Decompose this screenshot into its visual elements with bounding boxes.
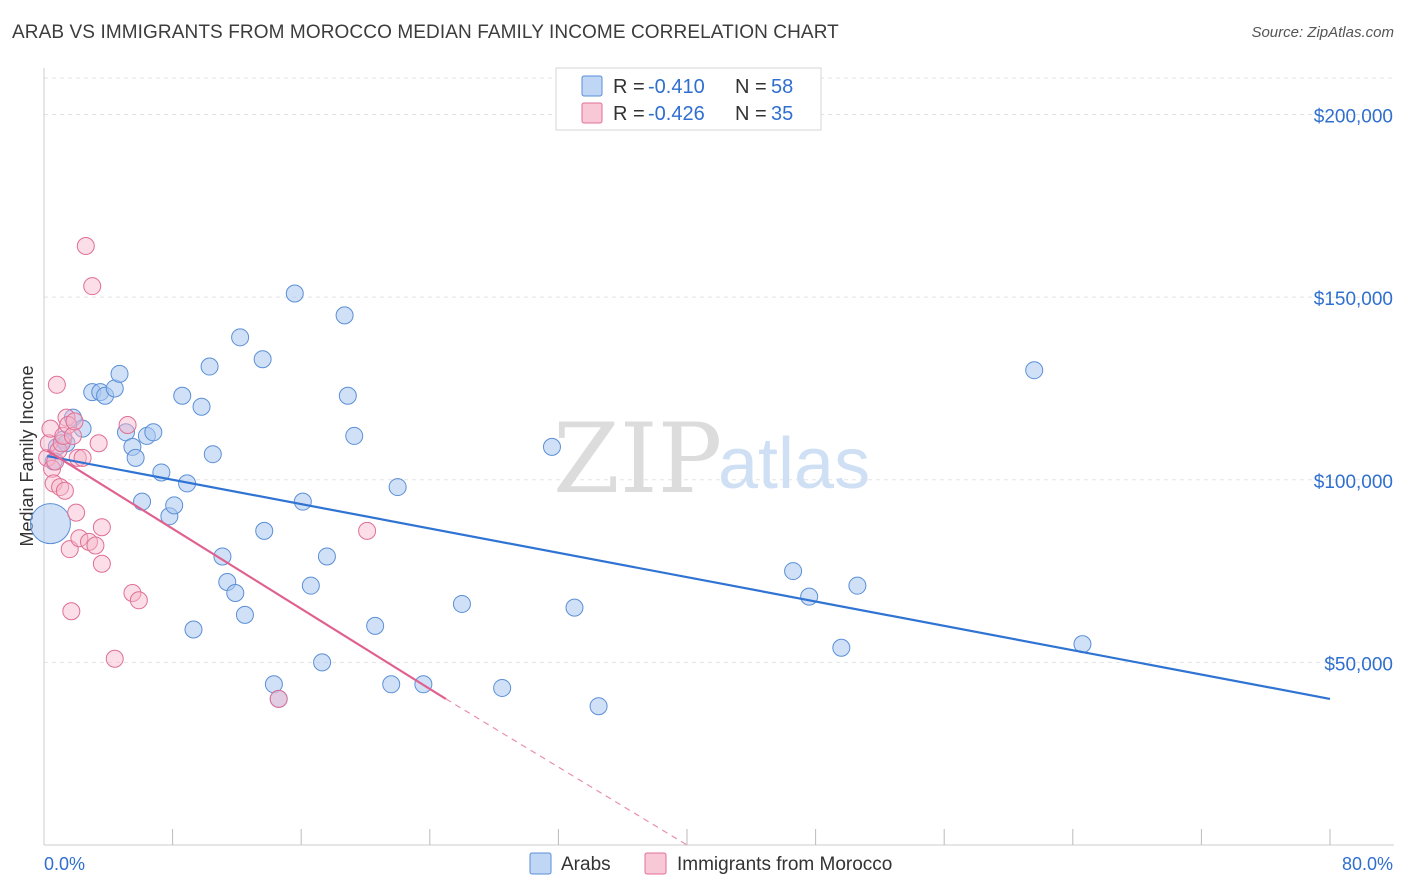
arab-point-24 xyxy=(192,397,211,416)
arab-point-11 xyxy=(110,364,129,383)
legend-r-label-morocco: R = xyxy=(613,103,645,125)
morocco-point-28 xyxy=(92,518,111,537)
arab-point-56 xyxy=(848,576,867,595)
morocco-point-6 xyxy=(47,375,66,394)
morocco-point-33 xyxy=(269,689,288,708)
arab-point-36 xyxy=(285,284,304,303)
morocco-point-18 xyxy=(67,503,86,522)
legend-n-label-arabs: N = xyxy=(735,76,767,98)
y-tick-label-3: $200,000 xyxy=(1314,107,1393,128)
chart-title: ARAB VS IMMIGRANTS FROM MOROCCO MEDIAN F… xyxy=(12,22,839,43)
arab-point-49 xyxy=(493,678,512,697)
arab-point-39 xyxy=(313,653,332,672)
legend-r-label-arabs: R = xyxy=(613,76,645,98)
morocco-point-15 xyxy=(62,602,81,621)
arab-point-51 xyxy=(565,598,584,617)
bottom-legend-swatch-morocco xyxy=(644,852,667,875)
arab-point-48 xyxy=(452,594,471,613)
bottom-legend-label-morocco: Immigrants from Morocco xyxy=(677,854,892,875)
morocco-point-31 xyxy=(123,583,142,602)
x-axis-tick-labels: 0.0% 80.0% xyxy=(44,854,1393,874)
morocco-point-20 xyxy=(70,529,89,548)
y-axis-label: Median Family Income xyxy=(17,365,37,546)
arab-point-54 xyxy=(800,587,819,606)
arab-point-50 xyxy=(542,437,561,456)
arab-point-27 xyxy=(213,547,232,566)
arab-point-37 xyxy=(293,492,312,511)
watermark: ZIP atlas xyxy=(553,403,870,515)
arab-point-40 xyxy=(317,547,336,566)
y-tick-label-2: $150,000 xyxy=(1314,289,1393,310)
arab-point-33 xyxy=(255,521,274,540)
bottom-legend-swatch-arabs xyxy=(529,852,552,875)
arab-point-41 xyxy=(335,306,354,325)
chart-source: Source: ZipAtlas.com xyxy=(1251,24,1394,41)
arab-point-30 xyxy=(231,328,250,347)
arab-point-32 xyxy=(253,350,272,369)
arab-point-20 xyxy=(165,496,184,515)
morocco-point-29 xyxy=(105,649,124,668)
arab-point-15 xyxy=(133,492,152,511)
arab-point-25 xyxy=(200,357,219,376)
legend: R = -0.410 N = 58 R = -0.426 N = 35 xyxy=(555,67,822,131)
arab-point-26 xyxy=(203,445,222,464)
y-tick-label-1: $100,000 xyxy=(1314,472,1393,493)
arab-point-14 xyxy=(126,448,145,467)
bottom-legend-label-arabs: Arabs xyxy=(561,854,611,875)
trend-line-arabs xyxy=(47,454,1331,700)
bottom-legend: Arabs Immigrants from Morocco xyxy=(529,852,892,875)
morocco-point-30 xyxy=(118,415,137,434)
arab-point-44 xyxy=(366,616,385,635)
legend-r-value-morocco: -0.426 xyxy=(648,103,705,125)
arab-point-38 xyxy=(301,576,320,595)
arab-point-55 xyxy=(832,638,851,657)
arab-point-23 xyxy=(184,620,203,639)
watermark-zip: ZIP xyxy=(553,403,722,515)
watermark-atlas: atlas xyxy=(718,424,870,504)
morocco-point-10 xyxy=(54,426,73,445)
morocco-point-32 xyxy=(129,591,148,610)
arab-point-42 xyxy=(338,386,357,405)
morocco-point-27 xyxy=(92,554,111,573)
trend-line-morocco xyxy=(46,449,447,700)
arab-point-52 xyxy=(589,697,608,716)
morocco-point-26 xyxy=(89,434,108,453)
morocco-point-34 xyxy=(358,521,377,540)
arab-point-29 xyxy=(226,583,245,602)
morocco-point-22 xyxy=(76,237,95,256)
morocco-point-11 xyxy=(55,481,74,500)
arab-point-53 xyxy=(784,562,803,581)
y-tick-label-0: $50,000 xyxy=(1324,654,1393,675)
morocco-point-16 xyxy=(63,426,82,445)
morocco-point-17 xyxy=(65,412,84,431)
morocco-point-25 xyxy=(86,536,105,555)
legend-n-value-morocco: 35 xyxy=(771,103,793,125)
arab-point-46 xyxy=(388,478,407,497)
legend-swatch-morocco xyxy=(581,102,603,124)
arab-point-57 xyxy=(1025,361,1044,380)
axes xyxy=(43,68,1394,846)
morocco-point-24 xyxy=(83,277,102,296)
morocco-point-9 xyxy=(52,434,71,453)
x-tick-label-1: 80.0% xyxy=(1342,854,1393,874)
arab-point-43 xyxy=(345,426,364,445)
x-tick-label-0: 0.0% xyxy=(44,854,85,874)
legend-n-value-arabs: 58 xyxy=(771,76,793,98)
legend-n-label-morocco: N = xyxy=(735,103,767,125)
arab-point-31 xyxy=(235,605,254,624)
morocco-point-8 xyxy=(51,478,70,497)
arab-point-0 xyxy=(29,503,71,545)
trend-lines xyxy=(46,449,1331,846)
legend-swatch-arabs xyxy=(581,75,603,97)
arab-point-21 xyxy=(173,386,192,405)
trend-line-morocco-extension xyxy=(445,698,688,846)
y-axis-tick-labels: $50,000 $100,000 $150,000 $200,000 xyxy=(1314,107,1393,676)
arab-point-17 xyxy=(144,423,163,442)
legend-r-value-arabs: -0.410 xyxy=(648,76,705,98)
arab-point-45 xyxy=(382,675,401,694)
series-immigrants-from-morocco xyxy=(38,237,377,708)
